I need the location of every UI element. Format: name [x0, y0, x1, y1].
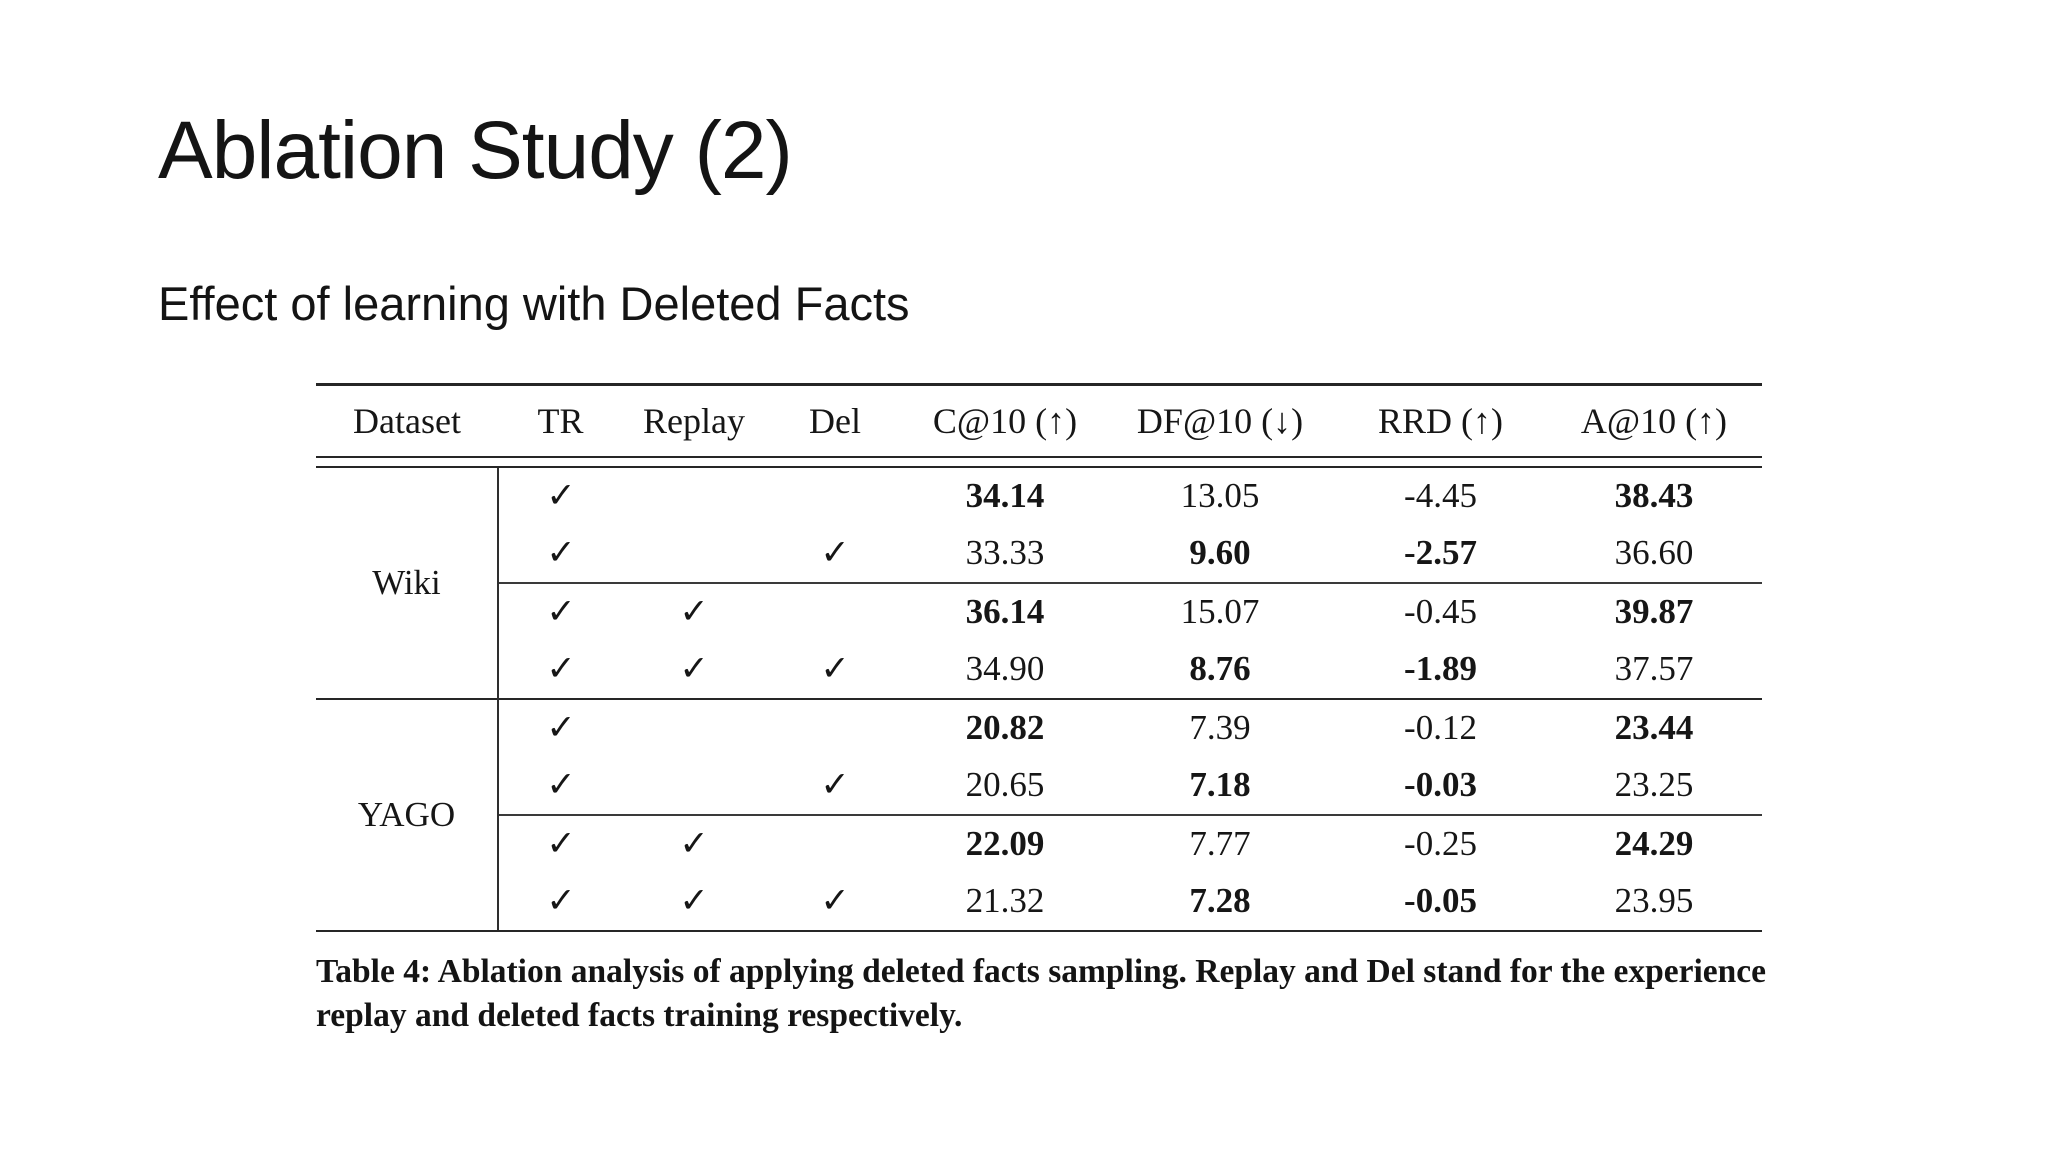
value-cell-rrd: -0.03 [1404, 765, 1477, 804]
value-cell-c10: 21.32 [905, 872, 1105, 932]
value-cell-rrd: -0.45 [1335, 581, 1546, 641]
value-cell-a10: 38.43 [1614, 476, 1694, 515]
table-row: ✓ ✓ ✓ 21.32 7.28 -0.05 23.95 [316, 872, 1762, 932]
table-row: ✓ ✓ 20.65 7.18 -0.03 23.25 [316, 757, 1762, 815]
check-cell-del [765, 467, 905, 525]
check-cell-del: ✓ [765, 872, 905, 932]
value-cell-a10: 23.44 [1546, 697, 1762, 757]
value-cell-c10: 20.82 [905, 697, 1105, 757]
value-cell-df10: 15.07 [1105, 581, 1335, 641]
col-header-dataset: Dataset [316, 383, 498, 458]
value-cell-rrd: -0.12 [1335, 697, 1546, 757]
value-cell-c10: 34.14 [965, 476, 1045, 515]
table-row: Wiki ✓ 34.14 13.05 -4.45 38.43 [316, 466, 1762, 699]
ablation-table: Dataset TR Replay Del C@10 (↑) DF@10 (↓)… [316, 383, 1762, 932]
value-cell-c10: 20.65 [965, 765, 1045, 804]
check-cell-tr: ✓ [498, 697, 623, 757]
check-cell-del [765, 813, 905, 873]
value-cell-df10: 7.28 [1105, 872, 1335, 932]
col-header-replay: Replay [623, 383, 765, 458]
page-subtitle: Effect of learning with Deleted Facts [158, 277, 910, 330]
value-cell-df10: 9.60 [1189, 533, 1251, 572]
table-caption: Table 4: Ablation analysis of applying d… [316, 953, 1766, 1034]
value-cell-df10: 8.76 [1189, 649, 1251, 688]
check-cell-tr: ✓ [546, 649, 576, 688]
col-header-df10: DF@10 (↓) [1105, 383, 1335, 458]
col-header-del: Del [765, 383, 905, 458]
check-cell-replay: ✓ [623, 872, 765, 932]
value-cell-c10: 22.09 [905, 813, 1105, 873]
check-cell-tr: ✓ [546, 476, 576, 515]
table-row: ✓ ✓ 36.14 15.07 -0.45 39.87 [316, 581, 1762, 641]
dataset-cell-wiki: Wiki [316, 466, 499, 699]
value-cell-a10: 39.87 [1546, 581, 1762, 641]
page-title: Ablation Study (2) [158, 105, 793, 196]
value-cell-rrd: -0.25 [1335, 813, 1546, 873]
value-cell-a10: 36.60 [1614, 533, 1694, 572]
value-cell-df10: 7.77 [1105, 813, 1335, 873]
dataset-cell-yago: YAGO [316, 697, 499, 932]
check-cell-replay [623, 697, 765, 757]
check-cell-tr: ✓ [546, 765, 576, 804]
col-header-rrd: RRD (↑) [1335, 383, 1546, 458]
check-cell-replay: ✓ [623, 581, 765, 641]
col-header-tr: TR [498, 383, 623, 458]
check-cell-del: ✓ [820, 649, 850, 688]
value-cell-a10: 24.29 [1546, 813, 1762, 873]
value-cell-rrd: -0.05 [1335, 872, 1546, 932]
value-cell-df10: 13.05 [1180, 476, 1260, 515]
value-cell-rrd: -1.89 [1404, 649, 1477, 688]
check-cell-tr: ✓ [498, 813, 623, 873]
value-cell-c10: 33.33 [965, 533, 1045, 572]
check-cell-replay [623, 525, 765, 583]
value-cell-rrd: -2.57 [1404, 533, 1477, 572]
check-cell-tr: ✓ [546, 533, 576, 572]
value-cell-df10: 7.39 [1105, 697, 1335, 757]
check-cell-replay [623, 467, 765, 525]
double-rule-spacer [316, 456, 1762, 468]
check-cell-del [765, 581, 905, 641]
value-cell-c10: 34.90 [965, 649, 1045, 688]
table-row: ✓ ✓ ✓ 34.90 8.76 -1.89 37.57 [316, 641, 1762, 699]
value-cell-a10: 23.25 [1614, 765, 1694, 804]
col-header-c10: C@10 (↑) [905, 383, 1105, 458]
check-cell-tr: ✓ [498, 872, 623, 932]
check-cell-del [765, 697, 905, 757]
col-header-a10: A@10 (↑) [1546, 383, 1762, 458]
check-cell-replay: ✓ [623, 813, 765, 873]
value-cell-df10: 7.18 [1189, 765, 1251, 804]
check-cell-replay [623, 757, 765, 815]
value-cell-a10: 23.95 [1546, 872, 1762, 932]
table-row: ✓ ✓ 33.33 9.60 -2.57 36.60 [316, 525, 1762, 583]
check-cell-tr: ✓ [498, 581, 623, 641]
value-cell-c10: 36.14 [905, 581, 1105, 641]
header-row: Dataset TR Replay Del C@10 (↑) DF@10 (↓)… [316, 383, 1762, 458]
table-row: ✓ ✓ 22.09 7.77 -0.25 24.29 [316, 813, 1762, 873]
ablation-table-container: Dataset TR Replay Del C@10 (↑) DF@10 (↓)… [316, 383, 1762, 932]
check-cell-del: ✓ [820, 533, 850, 572]
value-cell-rrd: -4.45 [1404, 476, 1477, 515]
value-cell-a10: 37.57 [1614, 649, 1694, 688]
check-cell-replay: ✓ [679, 649, 709, 688]
table-row: YAGO ✓ 20.82 7.39 -0.12 23.44 [316, 697, 1762, 932]
check-cell-del: ✓ [820, 765, 850, 804]
